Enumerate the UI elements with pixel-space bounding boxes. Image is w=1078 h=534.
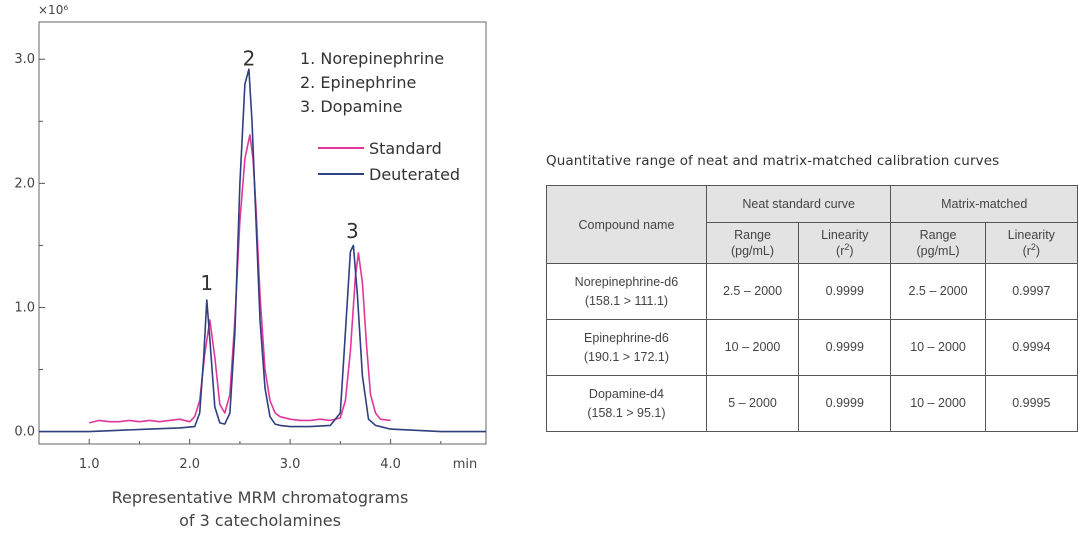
matrix-linearity-cell: 0.9995 [984,375,1078,432]
neat-range-cell: 2.5 – 2000 [705,263,800,320]
table-row: Norepinephrine-d6 (158.1 > 111.1) 2.5 – 2… [546,263,1078,320]
peak-label: 2 [243,46,256,70]
linearity-unit-post: ) [1035,244,1041,258]
compound-name: Epinephrine-d6 [584,330,669,345]
compound-name: Dopamine-d4 [588,386,664,401]
header-neat-standard-curve: Neat standard curve [705,185,892,223]
x-tick-label: 3.0 [280,457,301,472]
neat-linearity-cell: 0.9999 [798,263,892,320]
range-unit: (pg/mL) [916,244,960,258]
compound-transition: (158.1 > 95.1) [587,405,666,420]
header-neat-linearity: Linearity (r2) [798,222,892,264]
matrix-linearity-cell: 0.9997 [984,263,1078,320]
header-matrix-linearity: Linearity (r2) [984,222,1078,264]
compound-cell: Norepinephrine-d6 (158.1 > 111.1) [546,263,707,320]
table-row: Epinephrine-d6 (190.1 > 172.1) 10 – 2000 … [546,319,1078,376]
range-unit: (pg/mL) [730,244,775,258]
y-tick-label: 2.0 [14,176,35,191]
neat-linearity-cell: 0.9999 [798,375,892,432]
range-label: Range [734,228,771,242]
linearity-unit-pre: (r [1022,244,1031,258]
linearity-unit-pre: (r [836,244,845,258]
y-tick-label: 1.0 [14,300,35,315]
legend-label: Standard [369,139,442,158]
chromatogram-chart: ×10⁶ 0.0 1.0 2.0 3.0 1.0 2.0 3.0 4.0 min 1 2 3 1. Nor… [14,3,487,472]
calibration-table: Compound name Neat standard curve Matrix… [546,185,1078,432]
neat-linearity-cell: 0.9999 [798,319,892,376]
series-line-deuterated [39,68,486,433]
peak-label: 3 [346,219,359,243]
header-neat-range: Range (pg/mL) [705,222,800,264]
peak-label: 1 [200,271,213,295]
compound-cell: Epinephrine-d6 (190.1 > 172.1) [546,319,707,376]
y-scale-label: ×10⁶ [38,3,68,17]
peak-list-item: 3. Dopamine [300,97,402,116]
table-row: Dopamine-d4 (158.1 > 95.1) 5 – 2000 0.999… [546,375,1078,432]
linearity-label: Linearity [1007,228,1055,242]
table-title: Quantitative range of neat and matrix-ma… [546,153,1000,169]
header-compound-name: Compound name [546,185,707,264]
range-label: Range [919,228,957,242]
linearity-label: Linearity [821,228,869,242]
matrix-range-cell: 10 – 2000 [890,375,986,432]
linearity-unit-sup: 2 [1030,241,1036,252]
table-subheader-row: Range (pg/mL) Linearity (r2) Range (pg/mL) … [547,222,1078,264]
table-header-row: Compound name Neat standard curve Matrix… [546,185,1078,264]
y-tick-label: 0.0 [14,425,35,440]
matrix-range-cell: 10 – 2000 [890,319,986,376]
y-tick-label: 3.0 [14,52,35,67]
linearity-unit-sup: 2 [844,241,850,252]
matrix-range-cell: 2.5 – 2000 [890,263,986,320]
header-matrix-range: Range (pg/mL) [890,222,986,264]
compound-transition: (158.1 > 111.1) [584,293,669,308]
compound-transition: (190.1 > 172.1) [583,349,670,364]
chart-caption-line-2: of 3 catecholamines [179,511,341,530]
compound-name: Norepinephrine-d6 [574,274,679,289]
linearity-unit-post: ) [849,244,854,258]
legend-label: Deuterated [369,165,460,184]
x-unit-label: min [453,457,478,472]
x-tick-label: 2.0 [179,457,200,472]
x-tick-label: 1.0 [79,457,100,472]
chart-caption-line-1: Representative MRM chromatograms [111,488,409,507]
plot-frame [38,21,487,445]
neat-range-cell: 5 – 2000 [705,375,800,432]
matrix-linearity-cell: 0.9994 [984,319,1078,376]
peak-list-item: 2. Epinephrine [300,73,416,92]
x-tick-label: 4.0 [380,457,401,472]
peak-list-item: 1. Norepinephrine [300,49,444,68]
neat-range-cell: 10 – 2000 [705,319,800,376]
series-line-standard [89,134,391,424]
compound-cell: Dopamine-d4 (158.1 > 95.1) [546,375,707,432]
calibration-table-section: Quantitative range of neat and matrix-ma… [546,153,1078,432]
header-matrix-matched: Matrix-matched [890,185,1078,223]
